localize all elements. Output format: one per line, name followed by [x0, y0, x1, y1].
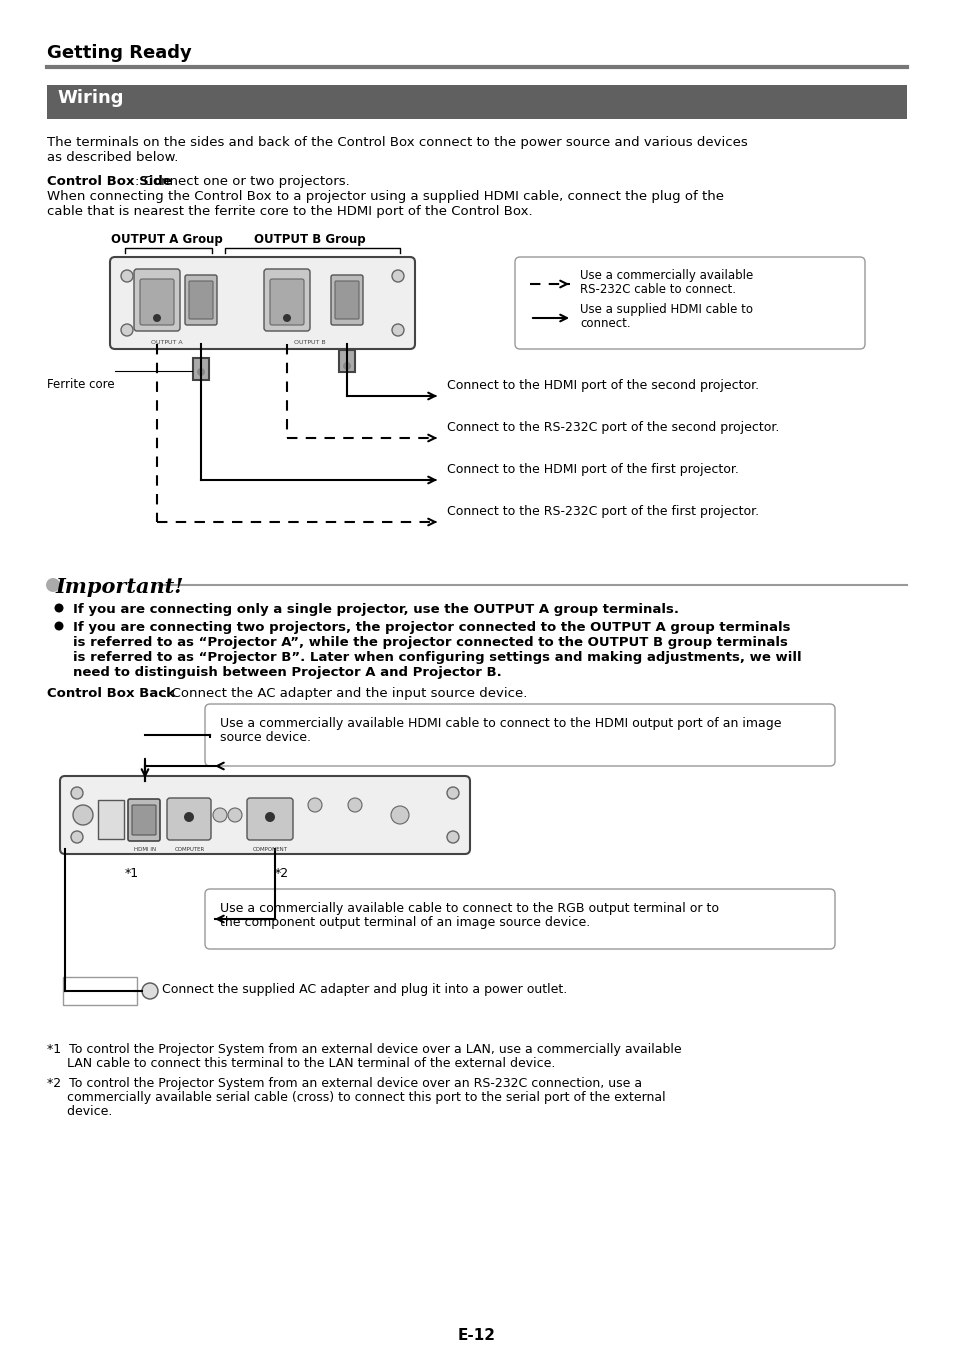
Text: Ferrite core: Ferrite core	[47, 379, 114, 391]
Circle shape	[71, 831, 83, 844]
FancyBboxPatch shape	[338, 350, 355, 372]
Text: HDMI IN: HDMI IN	[133, 846, 156, 852]
Text: Use a commercially available HDMI cable to connect to the HDMI output port of an: Use a commercially available HDMI cable …	[220, 717, 781, 730]
Circle shape	[73, 804, 92, 825]
Circle shape	[391, 806, 409, 823]
Text: COMPONENT: COMPONENT	[253, 846, 287, 852]
Text: cable that is nearest the ferrite core to the HDMI port of the Control Box.: cable that is nearest the ferrite core t…	[47, 206, 532, 218]
Circle shape	[308, 798, 322, 813]
Text: OUTPUT B: OUTPUT B	[294, 339, 326, 345]
Circle shape	[343, 362, 351, 370]
Text: source device.: source device.	[220, 731, 311, 744]
Text: Important!: Important!	[55, 577, 183, 598]
Circle shape	[228, 808, 242, 822]
FancyBboxPatch shape	[264, 269, 310, 331]
Text: Wiring: Wiring	[57, 89, 123, 107]
FancyBboxPatch shape	[98, 800, 124, 840]
FancyBboxPatch shape	[110, 257, 415, 349]
Circle shape	[54, 603, 64, 612]
Circle shape	[121, 324, 132, 337]
FancyBboxPatch shape	[60, 776, 470, 854]
FancyBboxPatch shape	[133, 269, 180, 331]
Text: Use a commercially available: Use a commercially available	[579, 269, 753, 283]
Text: device.: device.	[47, 1105, 112, 1118]
FancyBboxPatch shape	[185, 274, 216, 324]
FancyBboxPatch shape	[47, 85, 906, 119]
Text: If you are connecting only a single projector, use the OUTPUT A group terminals.: If you are connecting only a single proj…	[73, 603, 679, 617]
Text: Control Box Side: Control Box Side	[47, 174, 172, 188]
FancyBboxPatch shape	[132, 804, 156, 836]
Text: Connect to the RS-232C port of the first projector.: Connect to the RS-232C port of the first…	[447, 506, 759, 518]
Text: *1  To control the Projector System from an external device over a LAN, use a co: *1 To control the Projector System from …	[47, 1042, 680, 1056]
Circle shape	[196, 368, 205, 376]
Text: *1: *1	[125, 867, 139, 880]
Text: RS-232C cable to connect.: RS-232C cable to connect.	[579, 283, 735, 296]
FancyBboxPatch shape	[63, 977, 137, 1005]
Circle shape	[447, 787, 458, 799]
FancyBboxPatch shape	[205, 704, 834, 767]
FancyBboxPatch shape	[193, 358, 209, 380]
Circle shape	[121, 270, 132, 283]
FancyBboxPatch shape	[247, 798, 293, 840]
Circle shape	[265, 813, 274, 822]
Text: Use a commercially available cable to connect to the RGB output terminal or to: Use a commercially available cable to co…	[220, 902, 719, 915]
Text: need to distinguish between Projector A and Projector B.: need to distinguish between Projector A …	[73, 667, 501, 679]
Text: Control Box Back: Control Box Back	[47, 687, 174, 700]
Text: Connect to the RS-232C port of the second projector.: Connect to the RS-232C port of the secon…	[447, 420, 779, 434]
FancyBboxPatch shape	[128, 799, 160, 841]
Text: : Connect the AC adapter and the input source device.: : Connect the AC adapter and the input s…	[163, 687, 527, 700]
Circle shape	[392, 324, 403, 337]
Text: *2  To control the Projector System from an external device over an RS-232C conn: *2 To control the Projector System from …	[47, 1078, 641, 1090]
Circle shape	[213, 808, 227, 822]
Circle shape	[71, 787, 83, 799]
Text: as described below.: as described below.	[47, 151, 178, 164]
Text: If you are connecting two projectors, the projector connected to the OUTPUT A gr: If you are connecting two projectors, th…	[73, 621, 790, 634]
Circle shape	[348, 798, 361, 813]
Circle shape	[392, 270, 403, 283]
Text: COMPUTER: COMPUTER	[174, 846, 205, 852]
FancyBboxPatch shape	[167, 798, 211, 840]
Circle shape	[152, 314, 161, 322]
Circle shape	[184, 813, 193, 822]
Text: *2: *2	[274, 867, 289, 880]
Circle shape	[46, 579, 60, 592]
Text: OUTPUT B Group: OUTPUT B Group	[253, 233, 365, 246]
FancyBboxPatch shape	[270, 279, 304, 324]
Text: The terminals on the sides and back of the Control Box connect to the power sour: The terminals on the sides and back of t…	[47, 137, 747, 149]
Text: is referred to as “Projector B”. Later when configuring settings and making adju: is referred to as “Projector B”. Later w…	[73, 652, 801, 664]
FancyBboxPatch shape	[331, 274, 363, 324]
Text: connect.: connect.	[579, 316, 630, 330]
Circle shape	[142, 983, 158, 999]
Text: When connecting the Control Box to a projector using a supplied HDMI cable, conn: When connecting the Control Box to a pro…	[47, 191, 723, 203]
FancyBboxPatch shape	[515, 257, 864, 349]
Text: Connect to the HDMI port of the second projector.: Connect to the HDMI port of the second p…	[447, 379, 759, 392]
Text: the component output terminal of an image source device.: the component output terminal of an imag…	[220, 917, 590, 929]
Text: : Connect one or two projectors.: : Connect one or two projectors.	[135, 174, 350, 188]
FancyBboxPatch shape	[335, 281, 358, 319]
Text: Use a supplied HDMI cable to: Use a supplied HDMI cable to	[579, 303, 752, 316]
Text: Getting Ready: Getting Ready	[47, 45, 192, 62]
Circle shape	[447, 831, 458, 844]
Text: Connect the supplied AC adapter and plug it into a power outlet.: Connect the supplied AC adapter and plug…	[162, 983, 567, 996]
FancyBboxPatch shape	[205, 890, 834, 949]
Text: E-12: E-12	[457, 1328, 496, 1343]
Text: LAN cable to connect this terminal to the LAN terminal of the external device.: LAN cable to connect this terminal to th…	[47, 1057, 555, 1069]
Text: OUTPUT A: OUTPUT A	[151, 339, 183, 345]
Text: commercially available serial cable (cross) to connect this port to the serial p: commercially available serial cable (cro…	[47, 1091, 665, 1105]
FancyBboxPatch shape	[189, 281, 213, 319]
FancyBboxPatch shape	[140, 279, 173, 324]
Circle shape	[283, 314, 291, 322]
Text: is referred to as “Projector A”, while the projector connected to the OUTPUT B g: is referred to as “Projector A”, while t…	[73, 635, 787, 649]
Circle shape	[54, 622, 64, 630]
Text: Connect to the HDMI port of the first projector.: Connect to the HDMI port of the first pr…	[447, 462, 739, 476]
Text: OUTPUT A Group: OUTPUT A Group	[111, 233, 223, 246]
